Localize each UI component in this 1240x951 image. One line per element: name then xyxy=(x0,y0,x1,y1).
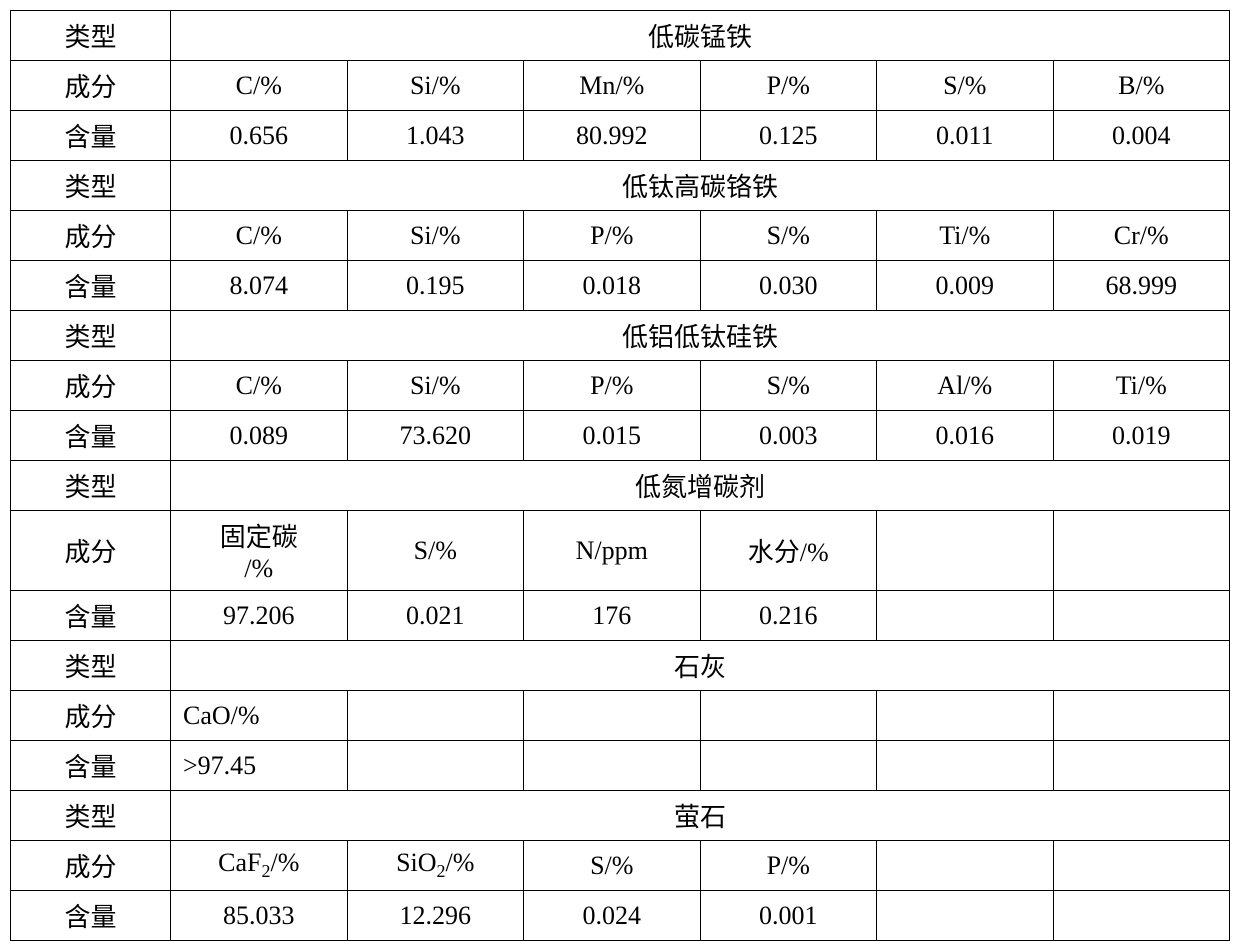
header-cell: Si/% xyxy=(347,61,524,111)
header-cell xyxy=(1053,841,1230,891)
section-title: 低钛高碳铬铁 xyxy=(171,161,1230,211)
header-cell xyxy=(877,841,1054,891)
value-cell: 0.004 xyxy=(1053,111,1230,161)
value-cell: 0.195 xyxy=(347,261,524,311)
value-cell: 0.003 xyxy=(700,411,877,461)
row-label: 含量 xyxy=(11,591,171,641)
row-label: 类型 xyxy=(11,641,171,691)
value-cell: 8.074 xyxy=(171,261,348,311)
value-cell xyxy=(877,741,1054,791)
header-cell: CaO/% xyxy=(171,691,348,741)
header-cell: C/% xyxy=(171,61,348,111)
value-cell xyxy=(1053,891,1230,941)
value-cell: 0.656 xyxy=(171,111,348,161)
value-cell xyxy=(524,741,701,791)
header-cell: C/% xyxy=(171,361,348,411)
value-cell: 97.206 xyxy=(171,591,348,641)
value-cell: 0.009 xyxy=(877,261,1054,311)
row-label: 含量 xyxy=(11,111,171,161)
header-cell: P/% xyxy=(700,841,877,891)
header-cell: B/% xyxy=(1053,61,1230,111)
value-cell xyxy=(877,591,1054,641)
value-cell xyxy=(1053,741,1230,791)
header-cell xyxy=(700,691,877,741)
row-label: 类型 xyxy=(11,461,171,511)
row-label: 成分 xyxy=(11,691,171,741)
row-label: 含量 xyxy=(11,891,171,941)
header-cell xyxy=(877,511,1054,591)
value-cell: 0.019 xyxy=(1053,411,1230,461)
row-label: 含量 xyxy=(11,411,171,461)
header-cell xyxy=(1053,691,1230,741)
value-cell: 0.015 xyxy=(524,411,701,461)
row-label: 含量 xyxy=(11,261,171,311)
header-cell: 水分/% xyxy=(700,511,877,591)
header-cell: Si/% xyxy=(347,361,524,411)
header-cell: S/% xyxy=(700,211,877,261)
section-title: 石灰 xyxy=(171,641,1230,691)
value-cell: 73.620 xyxy=(347,411,524,461)
value-cell: 0.216 xyxy=(700,591,877,641)
section-title: 低铝低钛硅铁 xyxy=(171,311,1230,361)
value-cell: >97.45 xyxy=(171,741,348,791)
header-cell xyxy=(877,691,1054,741)
row-label: 成分 xyxy=(11,211,171,261)
value-cell: 0.011 xyxy=(877,111,1054,161)
row-label: 成分 xyxy=(11,841,171,891)
value-cell xyxy=(347,741,524,791)
header-cell: Ti/% xyxy=(1053,361,1230,411)
section-title: 低氮增碳剂 xyxy=(171,461,1230,511)
value-cell: 80.992 xyxy=(524,111,701,161)
section-title: 低碳锰铁 xyxy=(171,11,1230,61)
header-cell: Cr/% xyxy=(1053,211,1230,261)
row-label: 成分 xyxy=(11,361,171,411)
header-cell: P/% xyxy=(524,211,701,261)
value-cell: 12.296 xyxy=(347,891,524,941)
header-cell xyxy=(347,691,524,741)
value-cell xyxy=(1053,591,1230,641)
header-cell: S/% xyxy=(524,841,701,891)
header-cell: N/ppm xyxy=(524,511,701,591)
value-cell: 176 xyxy=(524,591,701,641)
header-cell: Mn/% xyxy=(524,61,701,111)
header-cell: P/% xyxy=(524,361,701,411)
row-label: 类型 xyxy=(11,791,171,841)
value-cell xyxy=(700,741,877,791)
header-cell: SiO2/% xyxy=(347,841,524,891)
value-cell: 0.089 xyxy=(171,411,348,461)
header-cell: Ti/% xyxy=(877,211,1054,261)
value-cell: 0.125 xyxy=(700,111,877,161)
header-cell: C/% xyxy=(171,211,348,261)
value-cell: 1.043 xyxy=(347,111,524,161)
row-label: 类型 xyxy=(11,11,171,61)
value-cell: 0.018 xyxy=(524,261,701,311)
value-cell: 85.033 xyxy=(171,891,348,941)
header-cell: 固定碳/% xyxy=(171,511,348,591)
value-cell: 0.001 xyxy=(700,891,877,941)
header-cell: S/% xyxy=(700,361,877,411)
value-cell: 0.021 xyxy=(347,591,524,641)
value-cell: 0.016 xyxy=(877,411,1054,461)
row-label: 含量 xyxy=(11,741,171,791)
row-label: 类型 xyxy=(11,311,171,361)
header-cell xyxy=(524,691,701,741)
header-cell: CaF2/% xyxy=(171,841,348,891)
section-title: 萤石 xyxy=(171,791,1230,841)
value-cell: 0.024 xyxy=(524,891,701,941)
value-cell xyxy=(877,891,1054,941)
row-label: 成分 xyxy=(11,511,171,591)
header-cell: P/% xyxy=(700,61,877,111)
header-cell: S/% xyxy=(877,61,1054,111)
header-cell: Si/% xyxy=(347,211,524,261)
value-cell: 0.030 xyxy=(700,261,877,311)
header-cell: S/% xyxy=(347,511,524,591)
row-label: 成分 xyxy=(11,61,171,111)
composition-table: 类型 低碳锰铁 成分 C/% Si/% Mn/% P/% S/% B/% 含量 … xyxy=(10,10,1230,941)
row-label: 类型 xyxy=(11,161,171,211)
header-cell xyxy=(1053,511,1230,591)
value-cell: 68.999 xyxy=(1053,261,1230,311)
header-cell: Al/% xyxy=(877,361,1054,411)
